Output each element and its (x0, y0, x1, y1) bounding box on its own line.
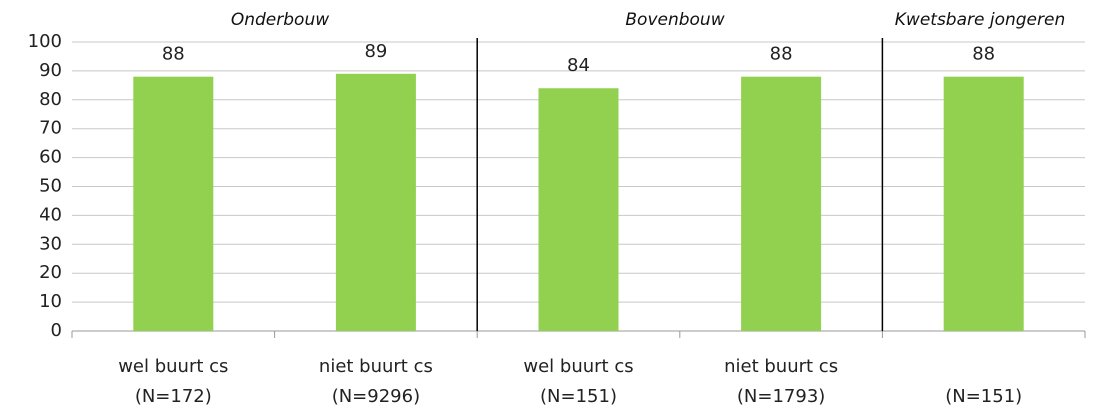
bar (538, 88, 619, 332)
x-tick-label: (N=151) (540, 386, 617, 407)
y-tick-label: 60 (39, 147, 62, 168)
x-tick-label: niet buurt cs (724, 356, 838, 377)
value-label: 88 (770, 44, 793, 65)
y-tick-label: 70 (39, 118, 62, 139)
group-label: Kwetsbare jongeren (895, 10, 1065, 30)
bar (741, 76, 822, 332)
y-tick-label: 90 (39, 60, 62, 81)
x-tick-label: (N=172) (135, 386, 212, 407)
bar (943, 76, 1024, 332)
value-label: 88 (972, 44, 995, 65)
y-tick-label: 30 (39, 233, 62, 254)
group-label: Bovenbouw (625, 10, 724, 30)
y-tick-label: 0 (51, 320, 62, 341)
y-tick-label: 10 (39, 291, 62, 312)
y-tick-label: 50 (39, 176, 62, 197)
value-label: 89 (364, 41, 387, 62)
x-tick-label: (N=1793) (737, 386, 825, 407)
y-tick-label: 20 (39, 262, 62, 283)
bar (133, 76, 214, 332)
group-label: Onderbouw (231, 10, 329, 30)
value-label: 88 (162, 44, 185, 65)
value-label: 84 (567, 55, 590, 76)
x-tick-label: wel buurt cs (118, 356, 228, 377)
x-tick-label: niet buurt cs (319, 356, 433, 377)
y-tick-label: 80 (39, 89, 62, 110)
x-tick-label: (N=151) (945, 386, 1022, 407)
y-tick-label: 40 (39, 204, 62, 225)
bar (335, 73, 416, 331)
x-tick-label: wel buurt cs (523, 356, 633, 377)
y-tick-label: 100 (28, 31, 62, 52)
x-tick-label: (N=9296) (332, 386, 420, 407)
